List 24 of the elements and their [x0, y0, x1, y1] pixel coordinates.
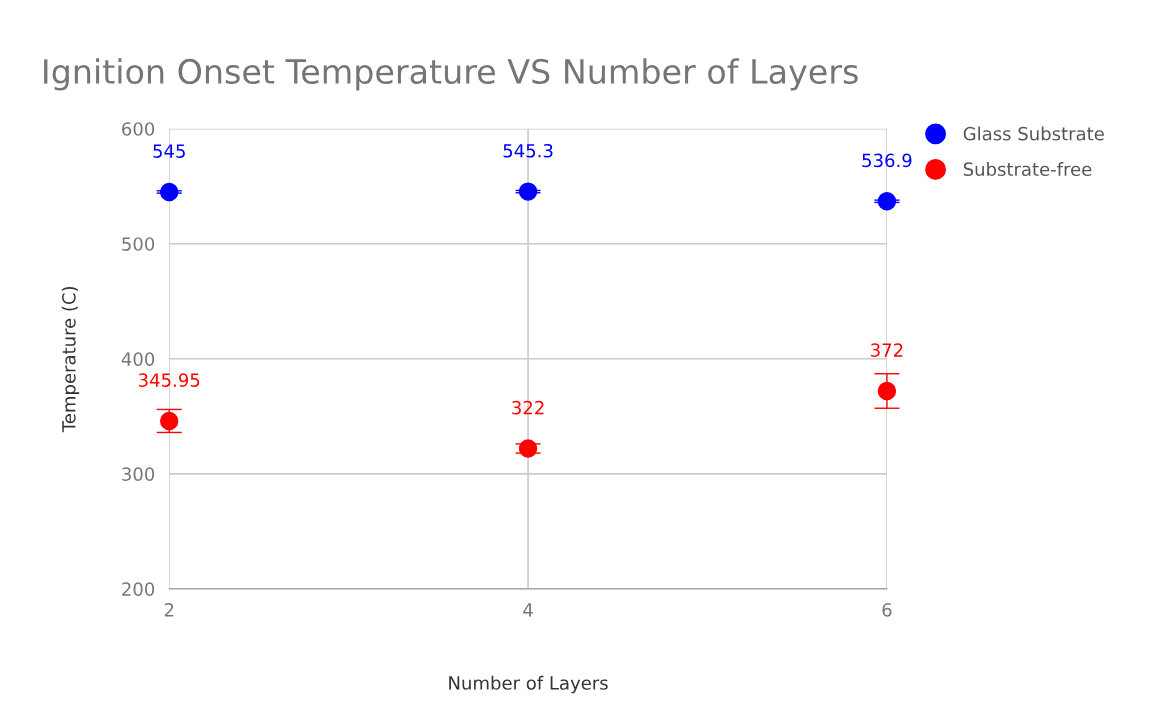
- data-label: 372: [871, 343, 903, 357]
- point: [160, 182, 179, 202]
- y-tick-label: 300: [122, 467, 155, 481]
- chart-title: Ignition Onset Temperature VS Number of Layers: [44, 58, 858, 91]
- point: [518, 439, 538, 458]
- legend-label: Glass Substrate: [963, 126, 1104, 141]
- y-axis-title: Temperature (C): [61, 286, 80, 433]
- y-tick-label: 600: [122, 122, 155, 136]
- point: [877, 192, 897, 211]
- point: [877, 381, 897, 401]
- x-tick-label: 4: [523, 603, 533, 617]
- legend-label: Substrate-free: [963, 162, 1092, 177]
- data-label: 545: [153, 144, 185, 158]
- data-label: 545.3: [503, 143, 553, 158]
- x-axis-title: Number of Layers: [449, 675, 608, 694]
- x-tick-label: 2: [164, 603, 174, 617]
- data-label: 536.9: [862, 153, 912, 168]
- data-label: 345.95: [139, 373, 200, 387]
- data-label: 322: [512, 400, 544, 415]
- point: [518, 182, 538, 201]
- y-tick-label: 400: [121, 352, 155, 366]
- x-tick-label: 6: [882, 603, 892, 617]
- y-tick-label: 500: [122, 237, 155, 251]
- y-tick-label: 200: [122, 582, 155, 596]
